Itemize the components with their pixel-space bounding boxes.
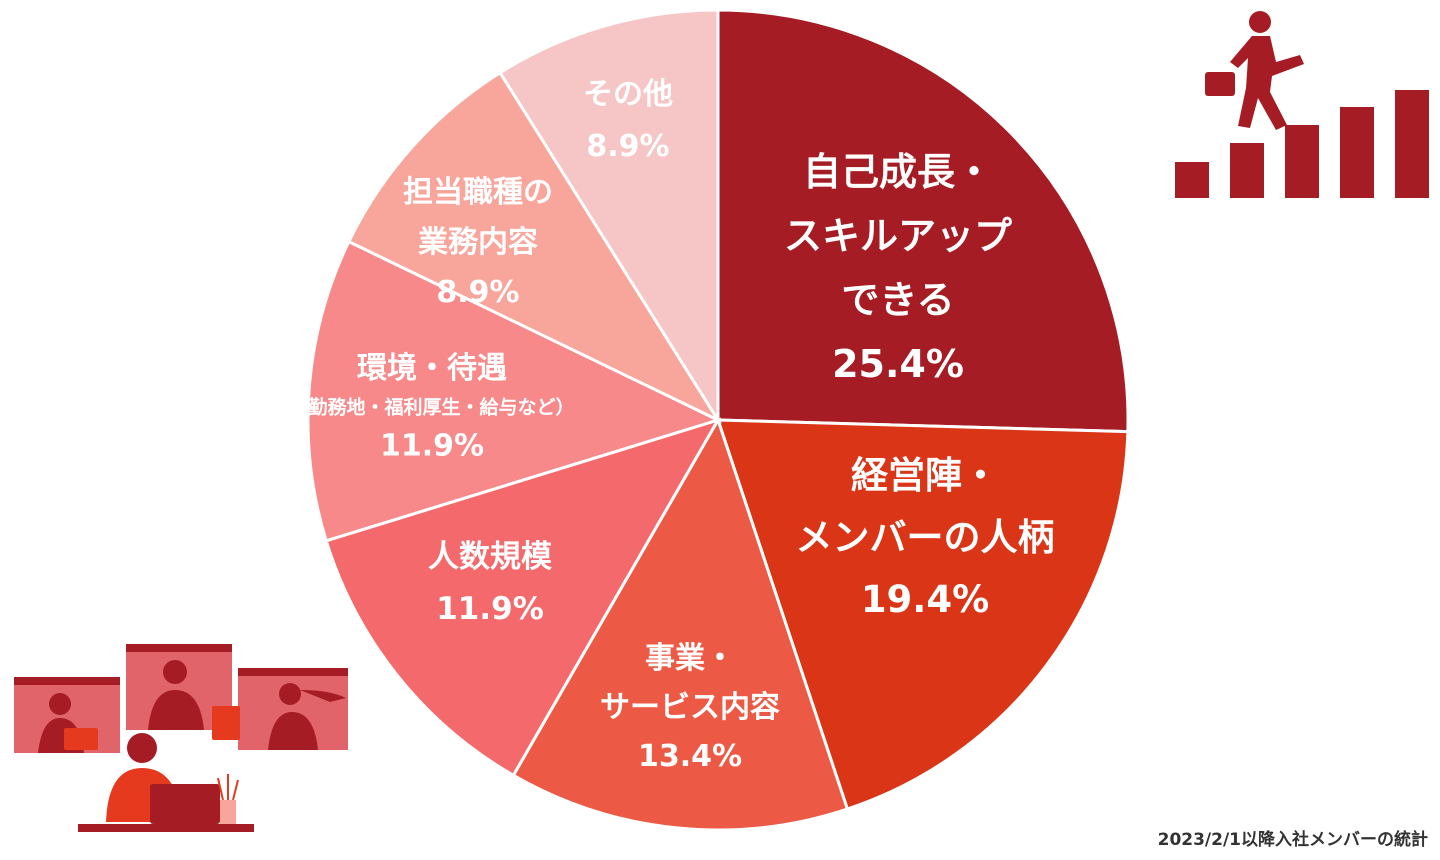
- slice-category-label: メンバーの人柄: [796, 516, 1055, 559]
- slice-category-label: できる: [841, 278, 954, 322]
- slice-category-label: 経営陣・: [851, 454, 999, 497]
- slice-category-label: 事業・: [645, 641, 735, 676]
- remote-meeting-team-illustration: [14, 644, 348, 832]
- slice-value-label: 25.4%: [832, 342, 964, 386]
- pie-slice: [324, 417, 722, 778]
- slice-value-label: 13.4%: [638, 739, 742, 774]
- pie-slice: [511, 416, 850, 832]
- businessman-climbing-bar-steps-icon: [1175, 11, 1429, 198]
- slice-category-label: 担当職種の: [403, 175, 553, 210]
- footnote: 2023/2/1以降入社メンバーの統計: [1157, 830, 1428, 850]
- slice-value-label: 8.9%: [586, 129, 669, 164]
- slice-category-label: 人数規模: [428, 539, 552, 575]
- pie-slice: [716, 8, 1130, 434]
- slice-value-label: 19.4%: [861, 578, 989, 621]
- slice-category-label: スキルアップ: [784, 214, 1012, 258]
- pie-slice: [498, 8, 720, 426]
- slice-value-label: 11.9%: [436, 591, 544, 627]
- slice-value-label: 11.9%: [380, 429, 484, 464]
- slice-category-label: 環境・待遇: [357, 351, 507, 386]
- slice-category-label: その他: [583, 77, 673, 112]
- slice-value-label: 8.9%: [436, 275, 519, 310]
- slice-category-label: 業務内容: [418, 225, 538, 260]
- slice-category-label: （勤務地・福利厚生・給与など）: [289, 396, 574, 419]
- pie-slice: [346, 70, 723, 424]
- slice-category-label: 自己成長・: [803, 150, 993, 194]
- pie-slice: [306, 239, 723, 543]
- pie-slice: [715, 418, 1130, 811]
- pie-chart: [306, 8, 1130, 832]
- slice-category-label: サービス内容: [600, 690, 780, 725]
